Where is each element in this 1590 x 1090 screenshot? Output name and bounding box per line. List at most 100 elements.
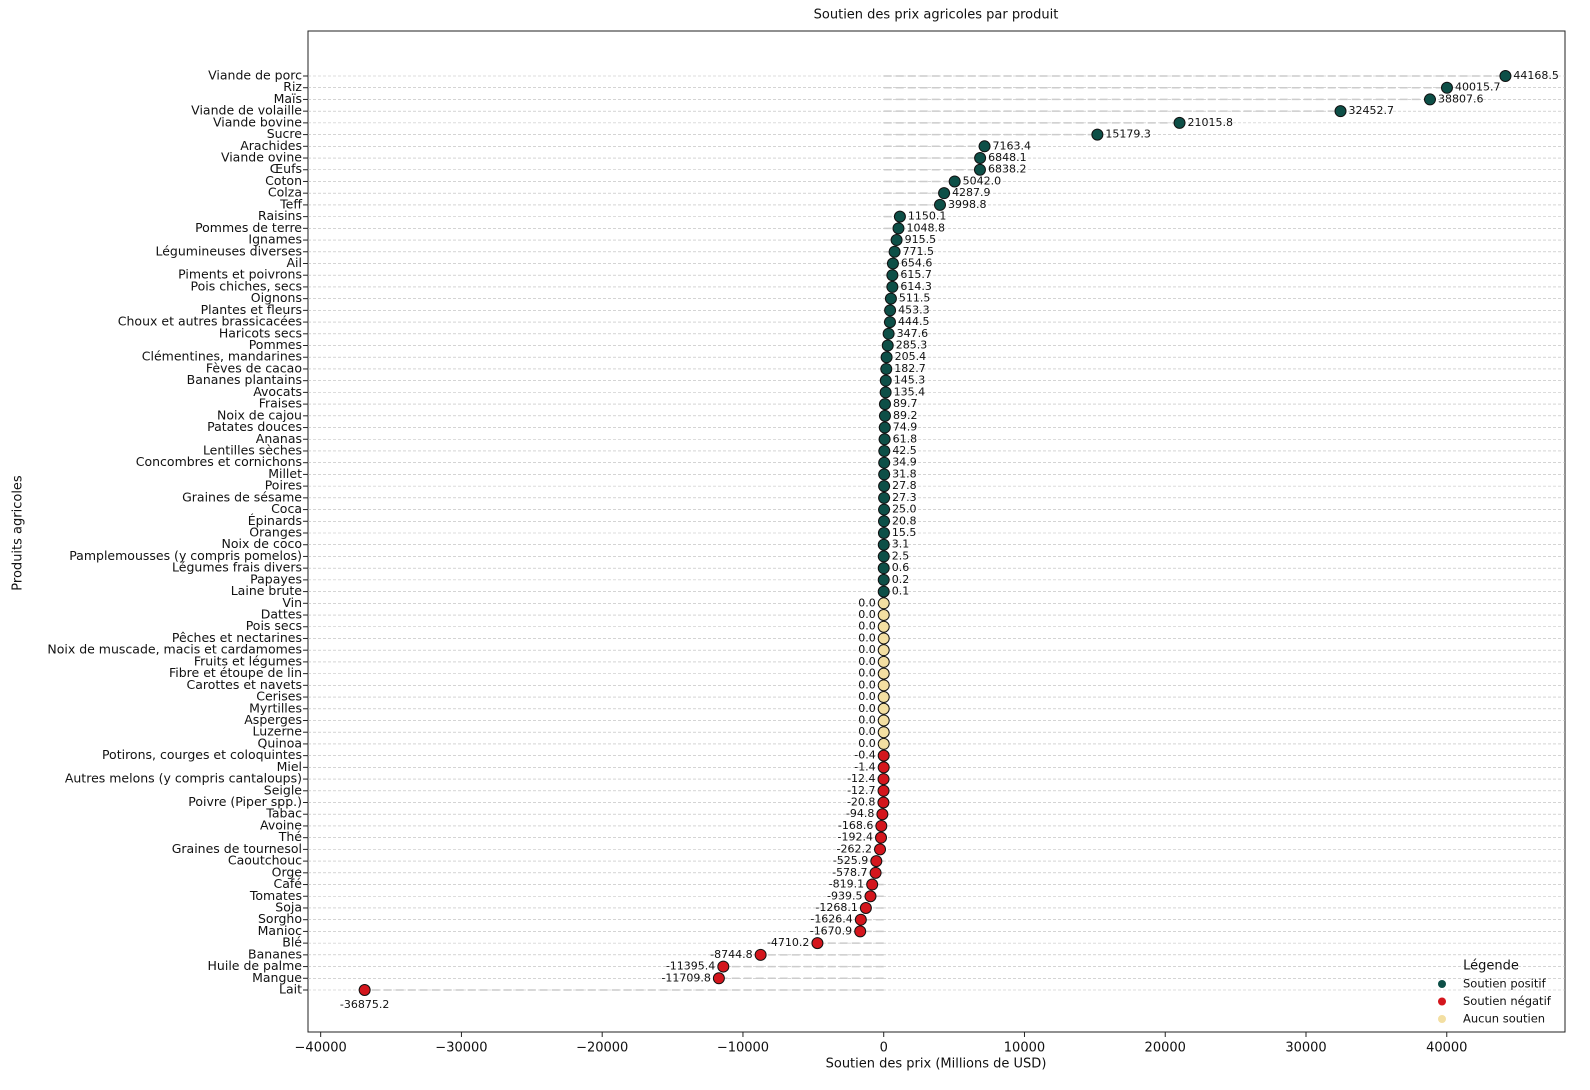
- value-label: 20.8: [892, 514, 917, 527]
- y-tick-label: Fruits et légumes: [194, 653, 302, 668]
- dot: [888, 245, 901, 258]
- value-label: 38807.6: [1438, 92, 1484, 105]
- dot: [754, 948, 767, 961]
- y-tick-label: Potirons, courges et coloquintes: [102, 747, 302, 762]
- y-tick-label: Caoutchouc: [228, 853, 302, 868]
- y-tick-label: Café: [274, 876, 303, 891]
- dot: [878, 421, 891, 434]
- y-tick-label: Viande ovine: [221, 150, 302, 165]
- dot: [934, 198, 947, 211]
- y-tick-label: Soja: [275, 899, 302, 914]
- dot: [877, 655, 890, 668]
- dot: [1334, 105, 1347, 118]
- value-label: 3998.8: [948, 198, 987, 211]
- y-tick-label: Légumineuses diverses: [155, 243, 302, 258]
- dot: [886, 269, 899, 282]
- dot: [877, 726, 890, 739]
- dot: [811, 937, 824, 950]
- y-tick-label: Colza: [268, 185, 302, 200]
- dot: [877, 609, 890, 622]
- dot: [878, 480, 891, 493]
- dot: [859, 901, 872, 914]
- y-tick-label: Laine brute: [231, 583, 303, 598]
- y-tick-label: Choux et autres brassicacées: [118, 314, 302, 329]
- dot: [866, 878, 879, 891]
- dot: [884, 292, 897, 305]
- dot: [1499, 70, 1512, 82]
- dot: [877, 597, 890, 610]
- y-tick-label: Quinoa: [258, 735, 302, 750]
- dot: [877, 573, 890, 586]
- value-label: -12.7: [847, 784, 875, 797]
- y-tick-label: Sorgho: [258, 911, 302, 926]
- y-axis-label: Produits agricoles: [11, 475, 26, 591]
- dot: [874, 843, 887, 856]
- value-label: 444.5: [898, 315, 930, 328]
- value-label: 1048.8: [906, 221, 945, 234]
- value-label: 2.5: [892, 549, 910, 562]
- chart-title: Soutien des prix agricoles par produit: [814, 8, 1059, 23]
- dot: [854, 913, 867, 926]
- dot: [878, 468, 891, 481]
- dot: [878, 444, 891, 457]
- dot: [877, 796, 890, 809]
- value-label: 0.0: [858, 608, 876, 621]
- dot: [877, 702, 890, 715]
- value-label: 654.6: [901, 256, 933, 269]
- dot: [878, 456, 891, 469]
- y-tick-label: Pêches et nectarines: [172, 630, 302, 645]
- y-tick-label: Tabac: [265, 806, 302, 821]
- value-label: 6838.2: [988, 163, 1027, 176]
- dot: [877, 620, 890, 633]
- value-label: 0.0: [858, 596, 876, 609]
- y-tick-label: Huile de palme: [208, 958, 303, 973]
- dot: [875, 831, 888, 844]
- x-tick-label: −10000: [717, 1041, 769, 1056]
- value-label: -525.9: [833, 854, 868, 867]
- value-label: 0.0: [858, 643, 876, 656]
- y-tick-label: Papayes: [250, 571, 302, 586]
- y-tick-label: Maïs: [274, 91, 302, 106]
- y-tick-label: Orge: [272, 864, 303, 879]
- value-label: 89.2: [893, 409, 918, 422]
- dot: [877, 761, 890, 774]
- dot: [892, 222, 905, 235]
- y-tick-label: Ananas: [256, 431, 302, 446]
- dot: [1440, 81, 1453, 94]
- value-label: 74.9: [893, 421, 918, 434]
- y-tick-label: Fibre et étoupe de lin: [169, 665, 302, 680]
- y-tick-label: Noix de cajou: [217, 407, 302, 422]
- x-tick-label: −40000: [295, 1041, 347, 1056]
- value-label: 61.8: [893, 432, 918, 445]
- value-label: 771.5: [903, 245, 935, 258]
- y-tick-label: Avoine: [260, 817, 302, 832]
- value-label: -1626.4: [810, 913, 852, 926]
- y-tick-label: Arachides: [240, 138, 302, 153]
- dot: [877, 667, 890, 680]
- dot: [877, 737, 890, 750]
- y-tick-label: Graines de tournesol: [172, 841, 302, 856]
- value-label: 0.0: [858, 737, 876, 750]
- y-tick-label: Raisins: [258, 208, 302, 223]
- dot: [1423, 93, 1436, 106]
- value-label: -819.1: [829, 878, 864, 891]
- value-label: 4287.9: [952, 186, 991, 199]
- dot: [878, 515, 891, 528]
- value-label: 21015.8: [1188, 116, 1234, 129]
- value-label: 0.0: [858, 678, 876, 691]
- value-label: -4710.2: [767, 936, 809, 949]
- y-tick-label: Bananes plantains: [187, 372, 302, 387]
- y-tick-label: Thé: [278, 829, 303, 844]
- value-label: 44168.5: [1513, 69, 1559, 82]
- y-tick-label: Lentilles sèches: [203, 442, 302, 457]
- y-tick-label: Clémentines, mandarines: [142, 349, 302, 364]
- y-tick-label: Ignames: [248, 232, 302, 247]
- y-tick-label: Noix de coco: [222, 536, 302, 551]
- y-tick-label: Pommes de terre: [195, 220, 302, 235]
- dot: [882, 327, 895, 340]
- value-label: 34.9: [892, 456, 917, 469]
- y-tick-label: Concombres et cornichons: [136, 454, 302, 469]
- y-tick-label: Fèves de cacao: [206, 360, 302, 375]
- value-label: 145.3: [894, 374, 926, 387]
- dot: [886, 280, 899, 293]
